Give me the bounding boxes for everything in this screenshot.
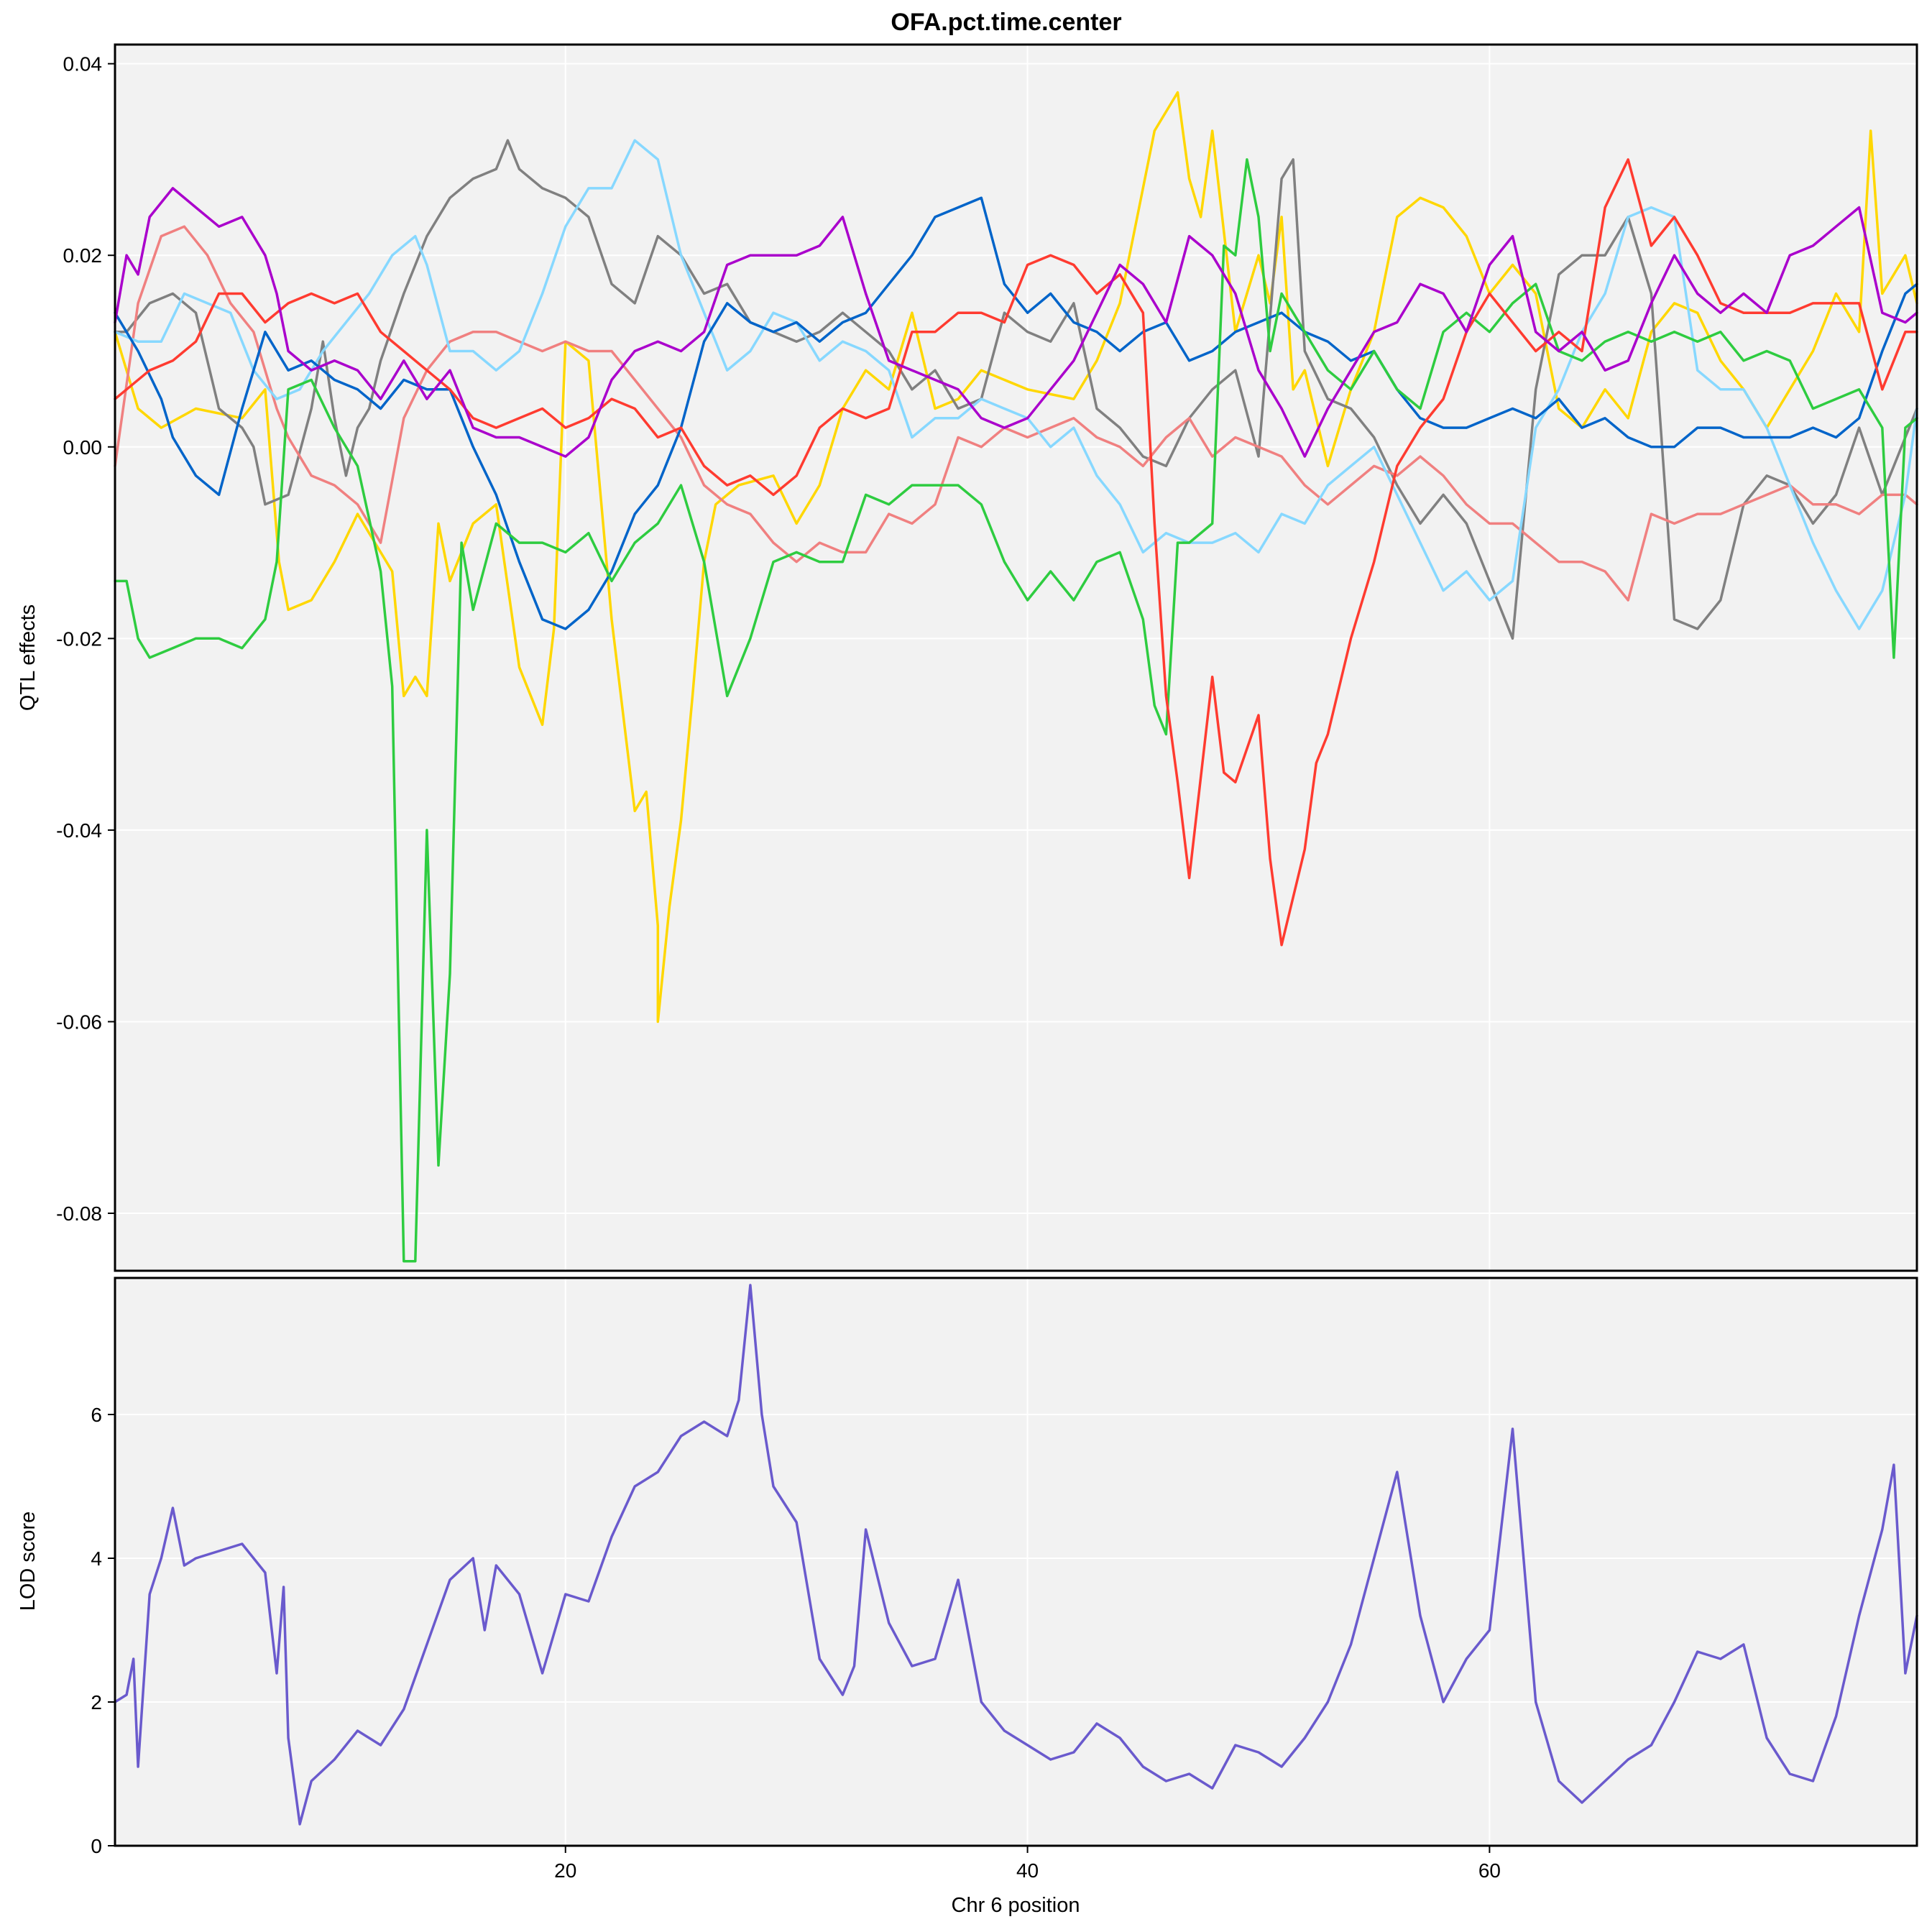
effects-y-tick-label: -0.02 xyxy=(56,627,102,650)
lod-lines xyxy=(114,1284,1918,1826)
effects-series-line-3 xyxy=(114,225,1918,602)
effects-plot-background xyxy=(115,45,1917,1271)
effects-y-tick-label: 0.04 xyxy=(63,53,103,75)
effects-y-tick-label: 0.02 xyxy=(63,244,103,267)
effects-panel: -0.08 -0.06 -0.04 -0.02 0.00 0.02 0.04 QTL eff… xyxy=(17,43,1918,1272)
effects-y-tick-label: -0.08 xyxy=(56,1202,102,1225)
chart-title: OFA.pct.time.center xyxy=(891,9,1121,36)
x-axis-label: Chr 6 position xyxy=(952,1894,1080,1917)
effects-y-tick-label: -0.06 xyxy=(56,1011,102,1033)
effects-series-line-8 xyxy=(114,187,1918,458)
lod-y-tick-label: 2 xyxy=(91,1691,102,1714)
lod-panel: 0 2 4 6 20 40 60 LOD score Chr 6 position xyxy=(17,1276,1918,1917)
x-tick-label: 60 xyxy=(1478,1859,1501,1882)
effects-y-tick-label: -0.04 xyxy=(56,819,102,842)
lod-y-tick-label: 0 xyxy=(91,1835,102,1857)
effects-series-line-6 xyxy=(114,158,1918,1263)
effects-series-line-4 xyxy=(114,139,1918,630)
effects-series-line-1 xyxy=(114,91,1918,1024)
effects-series-line-5 xyxy=(114,196,1918,630)
effects-lines xyxy=(114,91,1918,1263)
lod-plot-frame xyxy=(114,1276,1918,1847)
lod-series-line-1 xyxy=(114,1284,1918,1826)
lod-y-axis-label: LOD score xyxy=(17,1512,40,1611)
effects-plot-frame xyxy=(114,43,1918,1272)
effects-y-tick-label: 0.00 xyxy=(63,436,103,459)
x-tick-label: 40 xyxy=(1016,1859,1039,1882)
effects-y-axis-label: QTL effects xyxy=(17,604,40,711)
lod-y-ticks: 0 2 4 6 xyxy=(91,1404,115,1857)
lod-x-ticks: 20 40 60 xyxy=(554,1846,1501,1882)
lod-y-tick-label: 4 xyxy=(91,1547,102,1570)
effects-y-ticks: -0.08 -0.06 -0.04 -0.02 0.00 0.02 0.04 xyxy=(56,53,115,1225)
effects-grid xyxy=(115,45,1917,1271)
lod-y-tick-label: 6 xyxy=(91,1404,102,1426)
x-tick-label: 20 xyxy=(554,1859,576,1882)
lod-plot-background xyxy=(115,1278,1917,1846)
effects-series-line-7 xyxy=(114,158,1918,947)
